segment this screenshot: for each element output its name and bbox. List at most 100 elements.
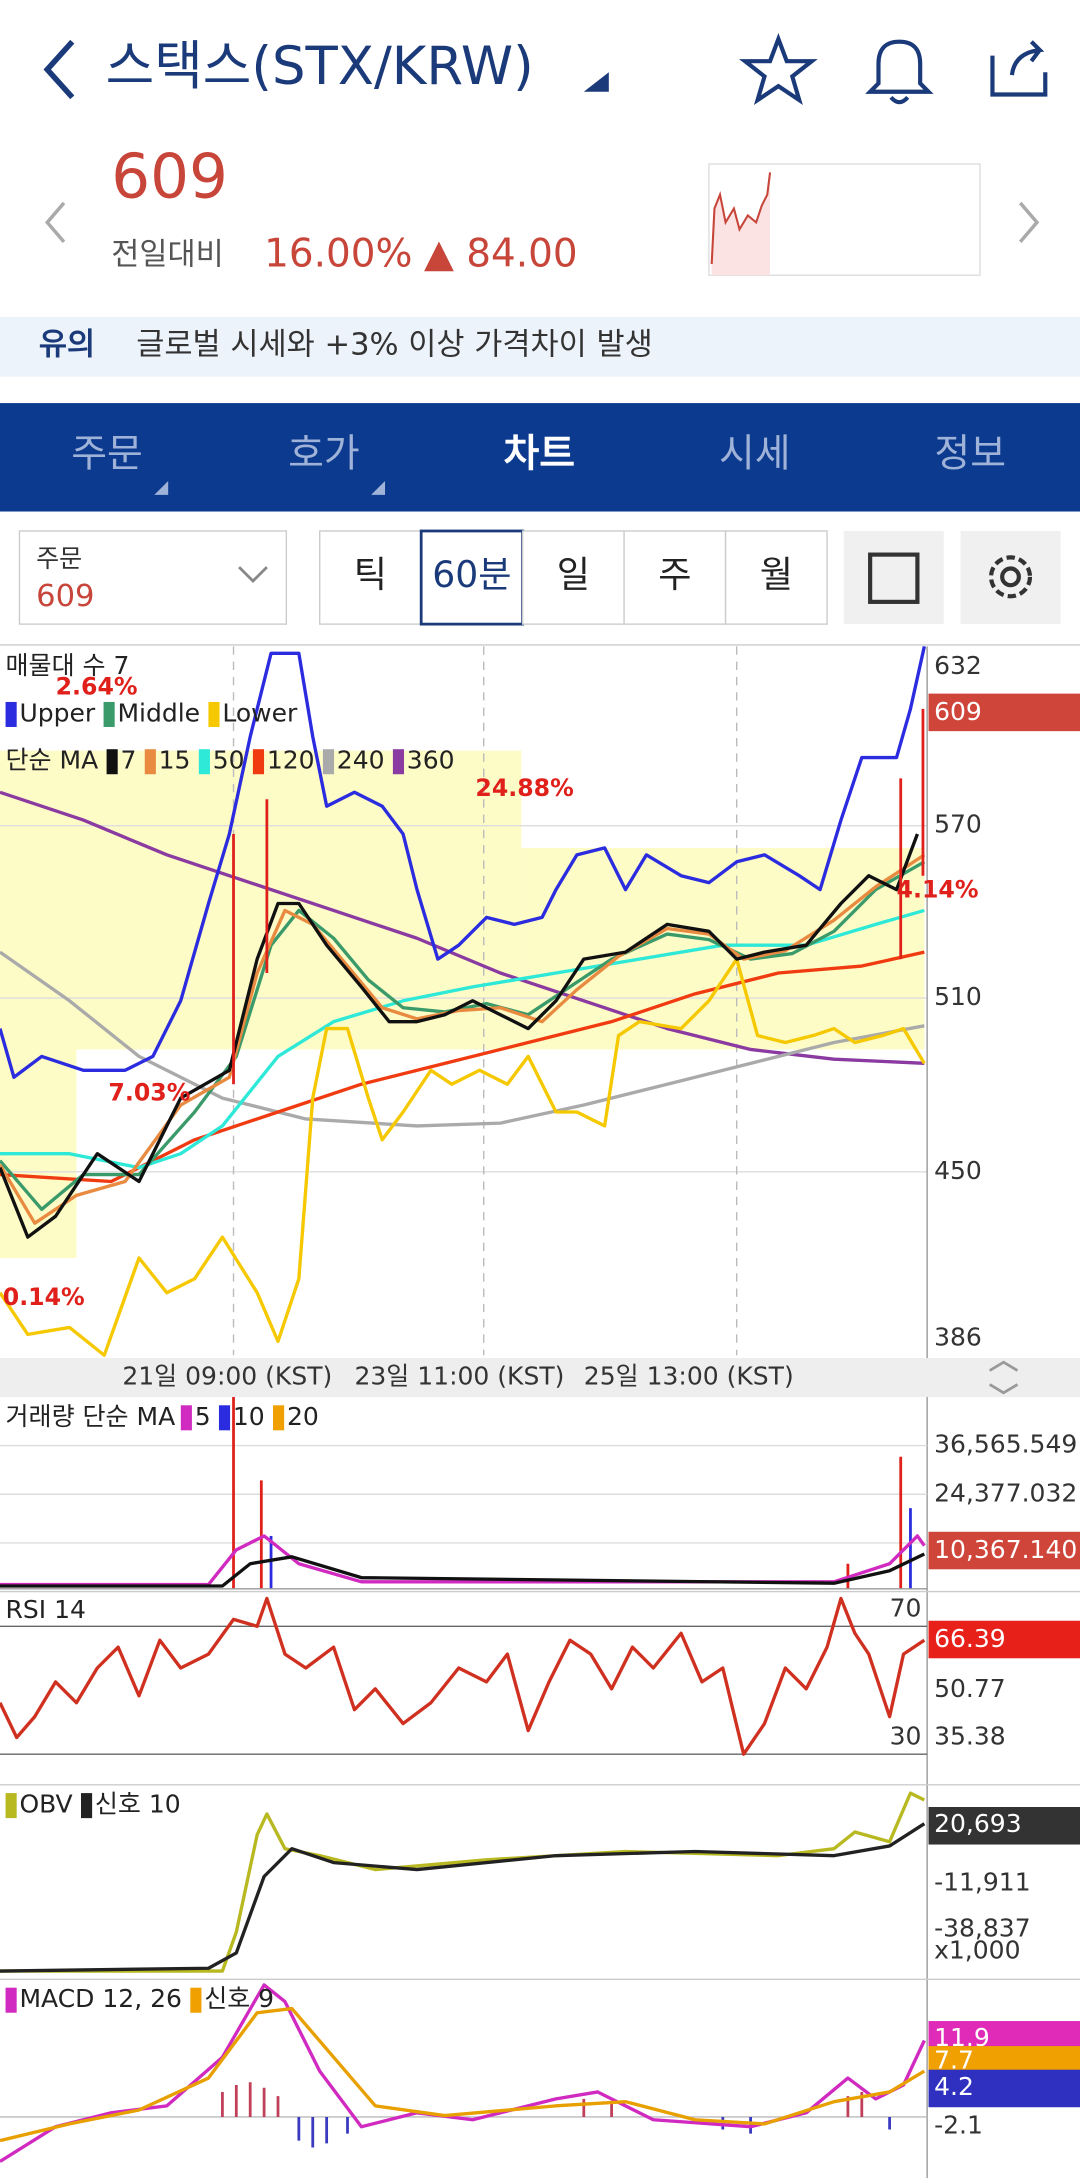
legend-label: Upper bbox=[19, 698, 95, 727]
tab[interactable]: 호가 bbox=[288, 431, 360, 476]
obv-axis-label: -11,911 bbox=[934, 1867, 1031, 1896]
annotation: 4.14% bbox=[897, 875, 979, 903]
price-axis-label: 632 bbox=[934, 651, 982, 680]
legend-label: OBV bbox=[19, 1790, 72, 1819]
obv-unit: x1,000 bbox=[934, 1936, 1020, 1965]
title: 스택스(STX/KRW) bbox=[106, 36, 534, 97]
legend-label: 신호 9 bbox=[204, 1984, 274, 2013]
rsi-current-box bbox=[928, 1620, 1080, 1659]
tab[interactable]: 시세 bbox=[719, 431, 791, 476]
legend-swatch bbox=[5, 1987, 17, 2013]
rsi-axis-label: 35.38 bbox=[934, 1722, 1006, 1751]
change-label: 전일대비 bbox=[111, 237, 224, 272]
ma7-line bbox=[0, 833, 919, 1239]
mini-chart-area bbox=[711, 172, 771, 276]
draw-button[interactable] bbox=[843, 530, 944, 625]
legend-swatch bbox=[218, 1405, 231, 1431]
main-legend: 매물대 수 7 Upper Middle Lower 단순 MA 7 15 50 120 240 3… bbox=[5, 651, 455, 775]
tab[interactable]: 정보 bbox=[934, 431, 1006, 476]
macd-legend: MACD 12, 26 신호 9 bbox=[5, 1984, 274, 2013]
legend-swatch bbox=[81, 1793, 93, 1819]
ma50-line bbox=[0, 908, 925, 1170]
current-price-axis: 609 bbox=[934, 697, 982, 726]
legend-swatch bbox=[208, 701, 220, 727]
interval-button[interactable] bbox=[623, 530, 727, 625]
legend-swatch bbox=[180, 1405, 192, 1431]
legend-swatch bbox=[198, 749, 210, 775]
obv-current: 20,693 bbox=[934, 1809, 1022, 1838]
volume-profile-label: 매물대 수 7 bbox=[6, 651, 130, 680]
time-label: 25일 13:00 (KST) bbox=[584, 1361, 794, 1390]
notice-tag: 유의 bbox=[39, 328, 95, 363]
volume-profile-band bbox=[0, 750, 522, 1050]
share-icon[interactable] bbox=[990, 40, 1048, 97]
next-button[interactable] bbox=[1018, 201, 1040, 243]
legend-swatch bbox=[273, 1405, 285, 1431]
notice-bar bbox=[0, 316, 1080, 377]
settings-button[interactable] bbox=[960, 530, 1061, 625]
title-dropdown[interactable] bbox=[583, 72, 609, 92]
volume-axis-label: 24,377.032 bbox=[934, 1478, 1077, 1507]
change-amount: ▲ 84.00 bbox=[424, 231, 578, 276]
ma120-line bbox=[0, 950, 925, 1184]
volume-ma5 bbox=[0, 1534, 926, 1587]
screen-content: 스택스(STX/KRW) 609 전일대비 16.00% ▲ 84.00 유의 … bbox=[0, 32, 1080, 2179]
legend-swatch bbox=[5, 701, 17, 727]
price-axis-label: 450 bbox=[934, 1156, 982, 1185]
order-value: 609 bbox=[36, 579, 94, 614]
legend-swatch bbox=[144, 749, 156, 775]
candles bbox=[232, 708, 925, 1085]
change-pct: 16.00% bbox=[264, 231, 412, 276]
favorite-icon[interactable] bbox=[739, 32, 818, 105]
rsi-axis-label: 50.77 bbox=[934, 1674, 1006, 1703]
legend-label: 360 bbox=[407, 746, 455, 775]
ma240-line bbox=[0, 950, 925, 1128]
interval-label: 틱 bbox=[354, 553, 387, 596]
volume-legend: 5 10 20 bbox=[180, 1402, 319, 1431]
volume-current-box bbox=[928, 1531, 1080, 1570]
legend-label: 240 bbox=[337, 746, 385, 775]
interval-button[interactable] bbox=[521, 530, 625, 625]
legend-label: 10 bbox=[233, 1402, 265, 1431]
legend-label: Lower bbox=[222, 698, 298, 727]
order-dropdown[interactable] bbox=[18, 530, 288, 625]
macd-axis-label: -2.1 bbox=[934, 2111, 983, 2140]
prev-button[interactable] bbox=[44, 201, 66, 243]
rsi-level: 30 bbox=[890, 1722, 922, 1751]
price-axis-label: 510 bbox=[934, 982, 982, 1011]
tab-dropdown-mark bbox=[371, 480, 386, 495]
back-button[interactable] bbox=[43, 39, 75, 100]
legend-swatch bbox=[190, 1987, 202, 2013]
annotation: 7.03% bbox=[108, 1078, 190, 1106]
annotation: 0.14% bbox=[3, 1283, 85, 1311]
settings-icon bbox=[988, 555, 1033, 599]
volume-axis-label: 36,565.549 bbox=[934, 1430, 1077, 1459]
interval-button[interactable] bbox=[319, 530, 422, 625]
volume-label: 거래량 단순 MA bbox=[6, 1402, 176, 1431]
macd-hist-current: 4.2 bbox=[934, 2072, 974, 2101]
legend-label: 5 bbox=[195, 1402, 211, 1431]
legend-swatch bbox=[5, 1793, 17, 1819]
tab[interactable]: 주문 bbox=[71, 431, 143, 476]
legend-label: 15 bbox=[159, 746, 191, 775]
legend-label: MACD 12, 26 bbox=[19, 1984, 182, 2013]
current-price: 609 bbox=[111, 141, 228, 212]
legend-swatch bbox=[106, 749, 118, 775]
mini-chart-line bbox=[710, 172, 772, 265]
annotation: 24.88% bbox=[475, 774, 573, 802]
interval-label: 월 bbox=[760, 553, 793, 596]
rsi-level: 70 bbox=[890, 1594, 922, 1623]
current-price-box bbox=[928, 693, 1080, 732]
interval-button[interactable] bbox=[724, 530, 828, 625]
legend-label: 7 bbox=[120, 746, 136, 775]
draw-icon bbox=[868, 552, 920, 604]
resize-handle[interactable] bbox=[988, 1360, 1019, 1395]
price-grid bbox=[0, 646, 928, 1356]
legend-label: 신호 10 bbox=[95, 1790, 181, 1819]
tab[interactable]: 차트 bbox=[504, 431, 576, 476]
alarm-icon[interactable] bbox=[865, 39, 934, 105]
interval-buttons: 틱 60분 일 주 월 bbox=[319, 529, 828, 626]
order-label: 주문 bbox=[36, 544, 82, 573]
legend-swatch bbox=[252, 749, 265, 775]
